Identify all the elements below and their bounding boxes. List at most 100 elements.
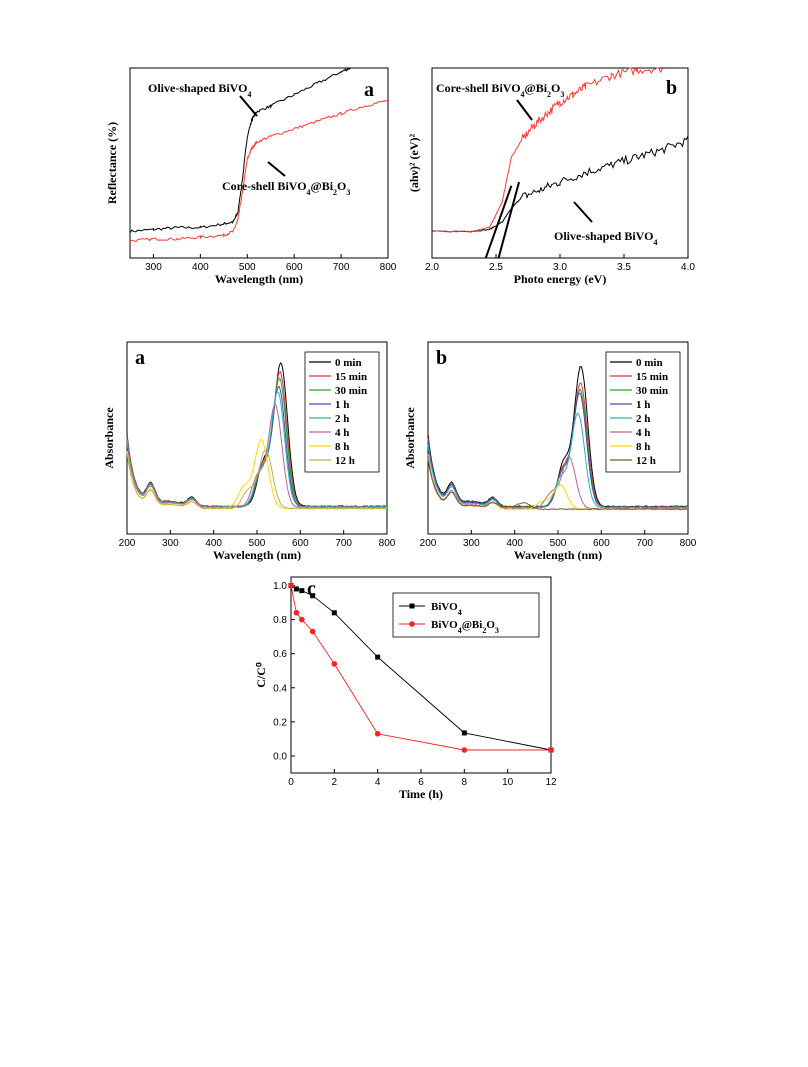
x-tick-label: 700 — [333, 262, 350, 273]
data-point — [299, 588, 305, 594]
annotation-coreshell: Core-shell BiVO4@Bi2O3 — [222, 179, 350, 197]
y-tick-label: 0.2 — [273, 717, 287, 728]
tangent-line — [497, 181, 521, 259]
y-tick-label: 0.4 — [273, 683, 287, 694]
x-axis-title: Photo energy (eV) — [514, 272, 607, 286]
legend-box — [605, 351, 681, 473]
data-point — [461, 747, 468, 753]
x-tick-label: 6 — [418, 777, 424, 788]
data-point — [331, 661, 338, 667]
x-tick-label: 400 — [192, 262, 209, 273]
x-tick-label: 2 — [332, 777, 338, 788]
legend-label: 12 h — [636, 455, 656, 467]
y-tick-label: 0.6 — [273, 649, 287, 660]
x-tick-label: 800 — [380, 262, 397, 273]
legend-label: 4 h — [335, 427, 349, 439]
legend-label: 0 min — [636, 357, 663, 369]
x-tick-label: 3.0 — [553, 262, 567, 273]
legend-label: 1 h — [636, 399, 650, 411]
legend-label: BiVO4 — [431, 601, 462, 617]
series-line — [126, 403, 388, 509]
annotation-arrow — [516, 99, 533, 121]
x-tick-label: 600 — [593, 538, 610, 549]
data-point — [293, 609, 300, 616]
data-point — [331, 610, 337, 616]
x-tick-label: 3.5 — [617, 262, 631, 273]
x-tick-label: 8 — [462, 777, 468, 788]
tangent-line — [484, 185, 513, 259]
chart-mid-b: 200 300 400 500 600 700 800 Wavelength (nm) Abso… — [403, 341, 697, 562]
x-tick-label: 700 — [636, 538, 653, 549]
legend-label: 2 h — [335, 413, 349, 425]
data-point — [299, 616, 305, 623]
legend-marker — [409, 603, 415, 609]
legend-label: 12 h — [335, 455, 355, 467]
y-axis-title: (ahν)² (eV)² — [407, 134, 421, 193]
panel-letter: b — [436, 347, 447, 369]
data-point — [548, 747, 554, 753]
x-tick-label: 400 — [205, 538, 222, 549]
data-point — [288, 582, 294, 589]
x-tick-label: 800 — [680, 538, 697, 549]
legend-marker — [409, 621, 415, 627]
legend-label: 30 min — [636, 385, 668, 397]
series-line — [126, 449, 388, 510]
x-axis-title: Wavelength (nm) — [213, 548, 301, 562]
y-axis-title: Absorbance — [403, 407, 417, 469]
x-tick-label: 4.0 — [681, 262, 695, 273]
legend-label: 1 h — [335, 399, 349, 411]
data-point — [461, 730, 467, 736]
y-tick-label: 0.0 — [273, 751, 287, 762]
data-point — [309, 628, 316, 635]
x-tick-label: 300 — [463, 538, 480, 549]
x-tick-label: 700 — [335, 538, 352, 549]
legend-label: 4 h — [636, 427, 650, 439]
data-point — [293, 586, 299, 592]
plots: 300 400 500 600 700 800 Wavelength (nm) Reflect… — [102, 66, 697, 801]
series-line — [129, 99, 389, 243]
x-tick-label: 500 — [239, 262, 256, 273]
panel-letter: a — [135, 347, 145, 369]
y-axis-title: Absorbance — [102, 407, 116, 469]
series-line — [129, 67, 351, 234]
y-axis-title: C/C⁰ — [254, 662, 268, 688]
legend-box — [304, 351, 380, 473]
annotation-coreshell: Core-shell BiVO4@Bi2O3 — [436, 81, 564, 99]
series-line — [427, 458, 689, 511]
x-tick-label: 300 — [145, 262, 162, 273]
panel-letter: b — [666, 77, 677, 99]
x-tick-label: 500 — [550, 538, 567, 549]
x-tick-label: 12 — [545, 777, 557, 788]
legend-label: 15 min — [636, 371, 668, 383]
annotation-olive: Olive-shaped BiVO4 — [148, 81, 251, 99]
legend-label: 8 h — [335, 441, 349, 453]
legend-label: 2 h — [636, 413, 650, 425]
x-tick-label: 400 — [506, 538, 523, 549]
legend-label: 15 min — [335, 371, 367, 383]
series-line — [427, 412, 689, 509]
x-tick-label: 500 — [249, 538, 266, 549]
series-line — [431, 135, 689, 233]
x-tick-label: 4 — [375, 777, 381, 788]
chart-bottom-c: 0 2 4 6 8 10 12 Time (h) 0.0 0.2 0.4 0.6 0.8 1.0 C/C⁰ c… — [254, 576, 557, 801]
annotation-olive: Olive-shaped BiVO4 — [554, 229, 657, 247]
chart-mid-a: 200 300 400 500 600 700 800 Wavelength (nm) Abso… — [102, 341, 396, 562]
panel-letter: a — [364, 79, 374, 101]
annotation-arrow — [267, 161, 286, 177]
chart-top-b: 2.0 2.5 3.0 3.5 4.0 Photo energy (eV) (ahν)² (… — [407, 66, 695, 286]
legend-label: BiVO4@Bi2O3 — [431, 619, 499, 635]
data-point — [374, 731, 381, 737]
data-point — [310, 593, 316, 599]
x-axis-title: Wavelength (nm) — [215, 272, 303, 286]
y-tick-label: 0.8 — [273, 615, 287, 626]
annotation-arrow — [239, 95, 258, 117]
y-axis-title: Reflectance (%) — [105, 122, 119, 204]
x-tick-label: 10 — [502, 777, 514, 788]
legend-label: 8 h — [636, 441, 650, 453]
y-tick-label: 1.0 — [273, 581, 287, 592]
series-line — [427, 454, 689, 510]
panel-letter: c — [307, 578, 316, 600]
x-tick-label: 2.0 — [425, 262, 439, 273]
annotation-arrow — [573, 201, 593, 223]
